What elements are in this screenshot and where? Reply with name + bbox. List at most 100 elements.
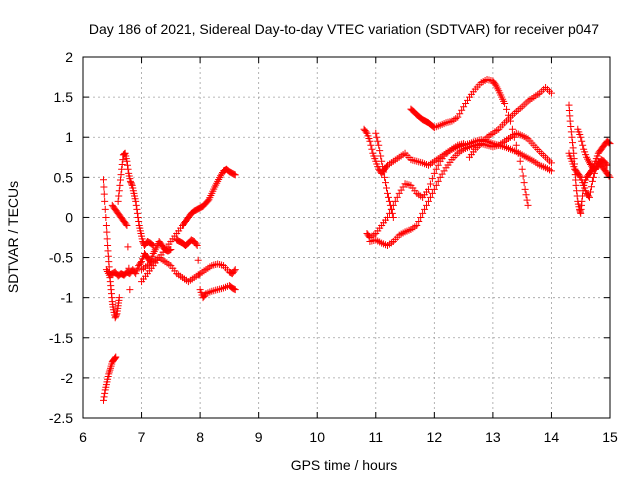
data-point-plus: [123, 157, 131, 165]
data-point-plus: [119, 156, 127, 164]
data-point-plus: [230, 267, 238, 275]
data-point-plus: [602, 160, 610, 168]
data-point-plus: [518, 165, 526, 173]
data-point-plus: [577, 133, 585, 141]
y-tick-label: -2: [61, 370, 74, 386]
y-tick-label: -1: [61, 290, 74, 306]
data-point-plus: [585, 192, 593, 200]
data-point-plus: [578, 197, 586, 205]
x-tick-label: 12: [427, 429, 443, 445]
x-tick-label: 6: [79, 429, 87, 445]
data-point-plus: [603, 161, 611, 169]
data-point-plus: [192, 240, 200, 248]
data-point-plus: [567, 123, 575, 131]
data-point-plus: [384, 193, 392, 201]
series-track-13: [465, 83, 555, 161]
data-point-plus: [111, 354, 119, 362]
data-point-plus: [133, 209, 141, 217]
data-point-plus: [547, 159, 555, 167]
data-point-plus: [516, 157, 524, 165]
data-point-plus: [391, 197, 399, 205]
data-point-plus: [573, 187, 581, 195]
plot-frame: [82, 56, 611, 419]
data-point-plus: [115, 187, 123, 195]
data-point-plus: [167, 246, 175, 254]
x-tick-label: 8: [196, 429, 204, 445]
x-tick-label: 15: [602, 429, 618, 445]
x-tick-label: 13: [485, 429, 501, 445]
series-track-14: [372, 129, 397, 221]
data-point-plus: [428, 175, 436, 183]
data-point-plus: [501, 100, 509, 108]
series-track-17: [574, 125, 611, 173]
data-point-plus: [430, 169, 438, 177]
data-point-plus: [368, 145, 376, 153]
data-point-plus: [231, 266, 239, 274]
data-point-plus: [417, 213, 425, 221]
series-track-6: [138, 165, 239, 286]
data-point-plus: [100, 190, 108, 198]
data-point-plus: [383, 189, 391, 197]
data-point-plus: [383, 184, 391, 192]
data-point-plus: [413, 221, 421, 229]
y-tick-label: -2.5: [49, 410, 73, 426]
y-tick-label: 0.5: [54, 169, 74, 185]
data-point-plus: [100, 393, 108, 401]
data-point-plus: [380, 168, 388, 176]
data-point-plus: [434, 161, 442, 169]
data-point-plus: [434, 177, 442, 185]
data-point-plus: [578, 137, 586, 145]
data-point-plus: [166, 246, 174, 254]
data-point-plus: [566, 117, 574, 125]
data-point-plus: [116, 181, 124, 189]
y-tick-label: 1: [65, 129, 73, 145]
data-point-plus: [99, 396, 107, 404]
data-point-plus: [122, 220, 130, 228]
data-point-plus: [383, 213, 391, 221]
series-track-4: [114, 149, 157, 250]
data-point-plus: [149, 242, 157, 250]
data-point-plus: [415, 217, 423, 225]
data-point-plus: [372, 129, 380, 137]
data-point-plus: [132, 201, 140, 209]
data-point-plus: [503, 105, 511, 113]
data-point-plus: [118, 165, 126, 173]
data-point-plus: [423, 201, 431, 209]
data-point-plus: [126, 286, 134, 294]
data-point-plus: [103, 235, 111, 243]
data-point-plus: [378, 157, 386, 165]
data-point-plus: [588, 177, 596, 185]
data-point-plus: [230, 285, 238, 293]
data-point-plus: [103, 228, 111, 236]
data-point-plus: [124, 243, 132, 251]
data-point-plus: [135, 217, 143, 225]
data-point-plus: [120, 150, 128, 158]
data-point-plus: [576, 172, 584, 180]
data-point-plus: [125, 264, 133, 272]
data-point-plus: [523, 196, 531, 204]
data-point-plus: [386, 201, 394, 209]
data-point-plus: [128, 180, 136, 188]
data-point-plus: [375, 141, 383, 149]
x-tick-label: 14: [544, 429, 560, 445]
data-point-plus: [430, 185, 438, 193]
data-point-plus: [569, 139, 577, 147]
data-point-plus: [419, 209, 427, 217]
data-point-plus: [101, 197, 109, 205]
data-point-plus: [148, 241, 156, 249]
data-point-plus: [432, 165, 440, 173]
data-point-plus: [512, 141, 520, 149]
data-point-plus: [388, 209, 396, 217]
data-point-plus: [605, 139, 613, 147]
data-point-plus: [112, 311, 120, 319]
data-point-plus: [231, 286, 239, 294]
data-point-plus: [432, 181, 440, 189]
data-point-plus: [376, 147, 384, 155]
data-point-plus: [115, 294, 123, 302]
series-track-8: [173, 236, 239, 302]
data-point-plus: [112, 353, 120, 361]
data-point-plus: [373, 133, 381, 141]
data-marks: [99, 75, 614, 404]
data-point-plus: [568, 133, 576, 141]
